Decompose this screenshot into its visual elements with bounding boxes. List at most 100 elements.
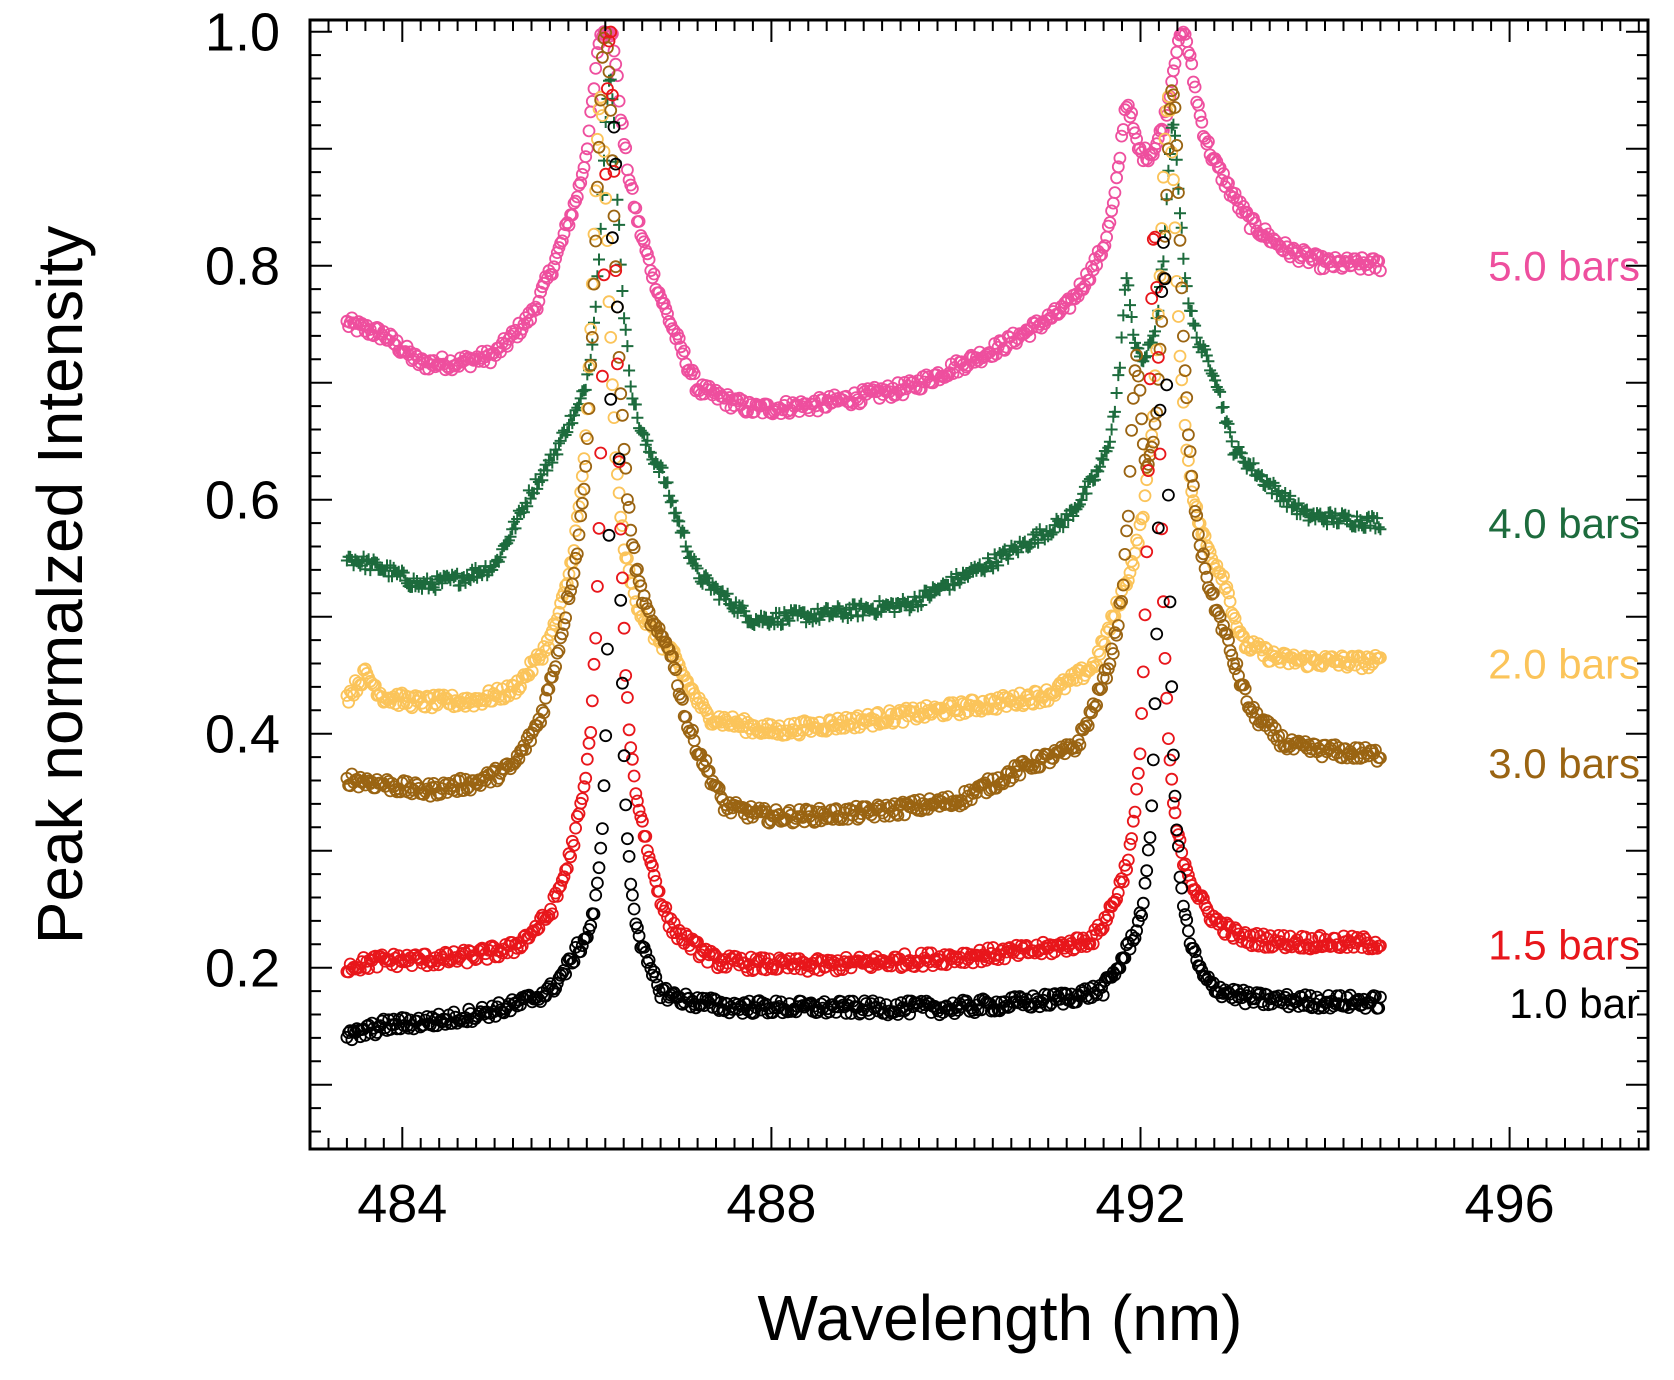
data-point — [641, 434, 654, 447]
data-point — [551, 448, 564, 461]
data-point — [591, 180, 604, 194]
data-point — [1135, 412, 1148, 426]
data-point — [1175, 221, 1188, 234]
x-tick-label: 496 — [1465, 1174, 1555, 1234]
data-point — [627, 769, 641, 783]
data-point — [1182, 924, 1195, 938]
data-point — [1131, 766, 1145, 780]
data-point — [1075, 494, 1088, 506]
data-point — [1138, 876, 1152, 890]
data-point — [569, 404, 582, 417]
data-point — [1072, 500, 1085, 513]
data-point — [833, 602, 846, 615]
data-point — [1148, 697, 1162, 711]
data-point — [1108, 186, 1122, 200]
data-point — [396, 564, 408, 577]
data-point — [1067, 510, 1080, 522]
data-point — [1174, 207, 1186, 220]
data-point — [631, 411, 644, 424]
y-tick-labels: 0.2 0.4 0.6 0.8 1.0 — [205, 3, 280, 999]
data-point — [569, 524, 582, 538]
data-point — [574, 485, 588, 499]
data-point — [1023, 330, 1037, 343]
data-point — [644, 446, 657, 459]
data-point — [1141, 843, 1155, 857]
data-point — [654, 459, 667, 472]
data-point — [1225, 435, 1238, 448]
data-point — [597, 779, 611, 793]
data-point — [614, 593, 628, 607]
data-point — [597, 268, 611, 282]
data-point — [677, 344, 691, 358]
data-point — [591, 132, 604, 146]
data-point — [1255, 469, 1268, 482]
data-point — [1173, 233, 1187, 247]
x-axis-title: Wavelength (nm) — [758, 1282, 1243, 1354]
series-label: 1.5 bars — [1488, 921, 1640, 968]
data-point — [509, 522, 522, 535]
data-point — [1235, 447, 1248, 460]
data-point — [1136, 665, 1150, 679]
data-point — [1165, 772, 1179, 786]
data-point — [1189, 319, 1202, 332]
data-point — [1190, 331, 1203, 344]
data-point — [623, 364, 636, 377]
data-point — [555, 234, 569, 248]
data-point — [637, 589, 651, 603]
data-point — [606, 378, 619, 392]
data-point — [1105, 204, 1118, 218]
data-point — [1214, 385, 1227, 398]
y-tick-label: 0.6 — [205, 471, 280, 531]
data-point — [1170, 45, 1184, 59]
data-point — [607, 209, 621, 223]
data-point — [1111, 160, 1125, 174]
data-point — [436, 577, 449, 590]
data-point — [549, 618, 562, 632]
data-point — [1138, 489, 1152, 503]
data-point — [914, 382, 928, 396]
data-point — [638, 428, 651, 441]
data-point — [845, 609, 858, 622]
data-point — [948, 579, 961, 592]
data-point — [574, 392, 587, 405]
data-point — [721, 587, 734, 600]
series-label: 4.0 bars — [1488, 500, 1640, 547]
data-point — [1202, 135, 1215, 149]
data-point — [347, 688, 361, 702]
data-point — [629, 201, 643, 215]
data-point — [1168, 789, 1182, 803]
data-point — [1121, 98, 1135, 112]
series-layer — [340, 25, 1387, 1047]
data-point — [629, 787, 643, 800]
data-point — [1300, 503, 1313, 516]
data-point — [1146, 753, 1160, 767]
data-point — [589, 62, 603, 75]
data-point — [1202, 355, 1215, 368]
data-point — [619, 798, 633, 812]
data-point — [596, 822, 609, 835]
data-point — [397, 566, 410, 579]
data-point — [1210, 155, 1224, 168]
data-point — [604, 104, 618, 117]
data-point — [1155, 222, 1169, 235]
data-point — [709, 580, 722, 593]
data-point — [1133, 747, 1147, 761]
data-point — [1185, 485, 1199, 499]
data-point — [559, 429, 572, 441]
data-point — [582, 736, 596, 750]
data-point — [679, 357, 693, 371]
data-point — [1047, 526, 1060, 539]
data-point — [1025, 696, 1038, 710]
data-point — [1013, 686, 1027, 700]
data-point — [1212, 383, 1225, 396]
data-point — [664, 496, 677, 509]
data-point — [688, 553, 701, 566]
data-point — [641, 247, 654, 261]
data-point — [547, 260, 561, 274]
data-point — [621, 832, 634, 846]
data-point — [621, 493, 634, 507]
data-point — [1188, 80, 1202, 94]
data-point — [622, 723, 636, 737]
data-point — [1145, 292, 1159, 305]
